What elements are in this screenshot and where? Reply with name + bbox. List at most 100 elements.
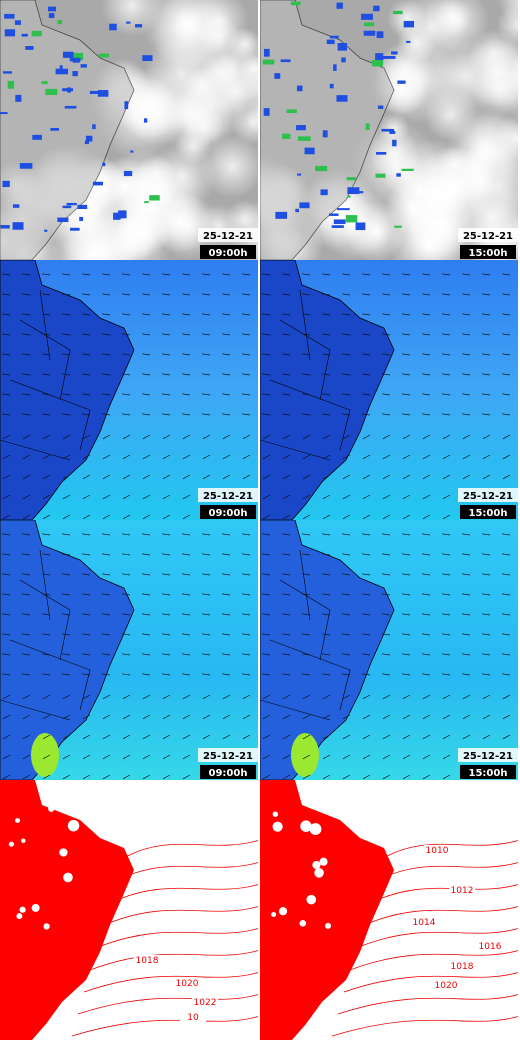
wind-arrow xyxy=(442,454,451,460)
wind-arrow xyxy=(462,573,471,576)
wind-arrow xyxy=(102,353,111,356)
wind-arrow xyxy=(22,373,31,376)
wind-arrow xyxy=(462,734,471,740)
precipitation xyxy=(64,105,77,109)
wind-arrow xyxy=(262,694,271,700)
precipitation xyxy=(12,222,24,230)
wind-arrow xyxy=(162,613,171,616)
wind-arrow xyxy=(422,734,431,740)
isobar-label: 1010 xyxy=(426,846,449,856)
precipitation xyxy=(57,20,63,25)
cloud xyxy=(433,0,472,37)
wind-arrow xyxy=(242,714,251,720)
wind-arrow xyxy=(222,293,231,296)
wind-arrow xyxy=(202,593,211,596)
wind-arrow xyxy=(22,633,31,636)
wind-arrow xyxy=(162,533,171,536)
isobar-label-bg xyxy=(134,955,160,965)
precipitation xyxy=(4,29,16,37)
wind-arrow xyxy=(162,694,171,700)
wind-arrow xyxy=(502,533,511,536)
wind-arrow xyxy=(422,373,431,376)
wind-arrow xyxy=(82,653,91,656)
land-gap xyxy=(306,894,317,905)
wind-arrow xyxy=(302,293,311,296)
wind-arrow xyxy=(182,413,191,416)
wind-arrow xyxy=(342,333,351,336)
wind-arrow xyxy=(382,454,391,460)
precipitation xyxy=(48,13,55,19)
wind-arrow xyxy=(342,353,351,356)
wind-arrow xyxy=(282,653,291,656)
wind-arrow xyxy=(122,774,131,780)
wind-arrow xyxy=(402,494,411,500)
wind-arrow xyxy=(122,553,131,556)
wind-arrow xyxy=(102,573,111,576)
wind-arrow xyxy=(402,714,411,720)
precipitation xyxy=(392,139,397,147)
wind-arrow xyxy=(22,393,31,396)
time-label: 09:00h xyxy=(209,508,248,519)
wind-arrow xyxy=(402,653,411,656)
wind-arrow xyxy=(482,613,491,616)
wind-arrow xyxy=(422,754,431,760)
wind-arrow xyxy=(122,313,131,316)
wind-arrow xyxy=(262,653,271,656)
wind-arrow xyxy=(242,413,251,416)
date-label: 25-12-21 xyxy=(463,491,513,502)
wind-arrow xyxy=(362,573,371,576)
wind-arrow xyxy=(422,313,431,316)
wind-arrow xyxy=(382,573,391,576)
wind-arrow xyxy=(102,673,111,676)
isobar-label: 1016 xyxy=(479,942,502,952)
wind-arrow xyxy=(362,653,371,656)
precipitation xyxy=(149,195,160,201)
wind-arrow xyxy=(502,373,511,376)
wind-arrow xyxy=(42,673,51,676)
wind-arrow xyxy=(82,553,91,556)
wind-arrow xyxy=(382,434,391,440)
wind-arrow xyxy=(42,553,51,556)
wind-arrow xyxy=(202,533,211,536)
precipitation xyxy=(363,22,375,27)
wind-arrow xyxy=(422,474,431,480)
wind-arrow xyxy=(242,734,251,740)
wind-arrow xyxy=(62,714,71,720)
wind-arrow xyxy=(22,293,31,296)
wind-arrow xyxy=(62,673,71,676)
wind-arrow xyxy=(262,734,271,740)
wind-arrow xyxy=(362,633,371,636)
wind-arrow xyxy=(62,573,71,576)
wind-arrow xyxy=(142,774,151,780)
wind-arrow xyxy=(362,734,371,740)
wind-arrow xyxy=(282,293,291,296)
wind-arrow xyxy=(322,633,331,636)
wind-arrow xyxy=(282,593,291,596)
precipitation xyxy=(77,204,88,210)
wind-arrow xyxy=(422,633,431,636)
date-label: 25-12-21 xyxy=(203,751,253,762)
wind-arrow xyxy=(62,474,71,480)
wind-arrow xyxy=(262,673,271,676)
wind-arrow xyxy=(322,714,331,720)
wind-arrow xyxy=(82,293,91,296)
wind-arrow xyxy=(402,474,411,480)
wind-arrow xyxy=(282,694,291,700)
wind-arrow xyxy=(182,474,191,480)
wind-arrow xyxy=(502,673,511,676)
wind-arrow xyxy=(262,313,271,316)
land-gap xyxy=(309,823,322,835)
wind-arrow xyxy=(102,694,111,700)
map-body xyxy=(260,520,518,780)
wind-arrow xyxy=(162,734,171,740)
wind-arrow xyxy=(22,434,31,440)
wind-arrow xyxy=(442,593,451,596)
wind-arrow xyxy=(302,454,311,460)
wind-arrow xyxy=(422,494,431,500)
wind-arrow xyxy=(162,293,171,296)
wind-arrow xyxy=(142,613,151,616)
wind-arrow xyxy=(222,353,231,356)
wind-arrow xyxy=(142,393,151,396)
wind-arrow xyxy=(242,694,251,700)
wind-arrow xyxy=(322,774,331,780)
